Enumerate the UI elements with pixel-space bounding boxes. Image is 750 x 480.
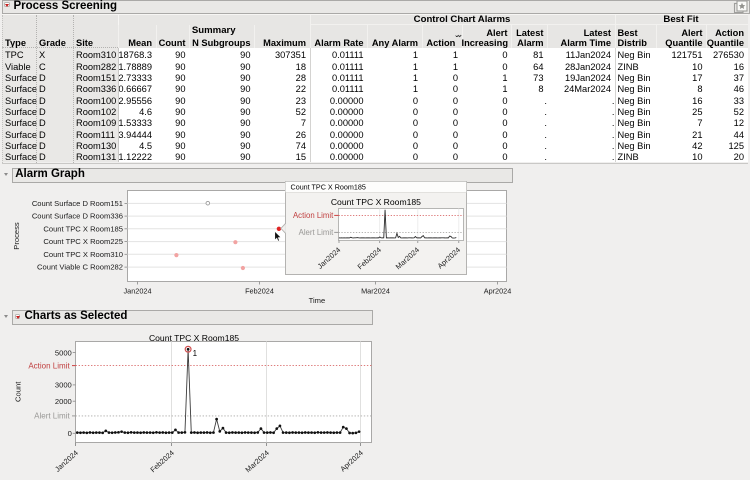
- svg-text:Count TPC X Room185: Count TPC X Room185: [149, 333, 239, 343]
- svg-text:Count Surface D Room336: Count Surface D Room336: [32, 212, 123, 221]
- svg-text:Count TPC X Room185: Count TPC X Room185: [331, 197, 421, 207]
- svg-text:1: 1: [193, 349, 198, 358]
- svg-text:3000: 3000: [55, 381, 72, 390]
- svg-text:Action Limit: Action Limit: [293, 211, 334, 220]
- svg-text:Count TPC X Room185: Count TPC X Room185: [291, 182, 366, 191]
- svg-text:Mar2024: Mar2024: [243, 448, 270, 474]
- svg-text:Jan2024: Jan2024: [53, 448, 80, 473]
- svg-text:Count: Count: [13, 381, 22, 402]
- svg-text:5000: 5000: [55, 348, 72, 357]
- svg-text:Alert Limit: Alert Limit: [34, 412, 70, 421]
- svg-text:Count TPC X Room310: Count TPC X Room310: [43, 250, 123, 259]
- svg-text:2000: 2000: [55, 397, 72, 406]
- svg-text:Feb2024: Feb2024: [148, 448, 175, 474]
- svg-text:Count Viable C Room282: Count Viable C Room282: [37, 263, 123, 272]
- svg-text:Count Surface D Room151: Count Surface D Room151: [32, 199, 123, 208]
- svg-text:Count TPC X Room225: Count TPC X Room225: [43, 237, 123, 246]
- svg-text:Feb2024: Feb2024: [245, 287, 274, 296]
- svg-text:Jan2024: Jan2024: [124, 287, 152, 296]
- svg-text:Apr2024: Apr2024: [338, 448, 365, 473]
- svg-text:Action Limit: Action Limit: [28, 361, 70, 370]
- svg-text:Apr2024: Apr2024: [484, 287, 512, 296]
- svg-text:0: 0: [68, 429, 72, 438]
- svg-text:Time: Time: [309, 296, 326, 305]
- svg-text:Count TPC X Room185: Count TPC X Room185: [43, 224, 123, 233]
- svg-text:Mar2024: Mar2024: [361, 287, 390, 296]
- svg-text:Alert Limit: Alert Limit: [299, 228, 334, 237]
- svg-text:Process: Process: [12, 222, 21, 250]
